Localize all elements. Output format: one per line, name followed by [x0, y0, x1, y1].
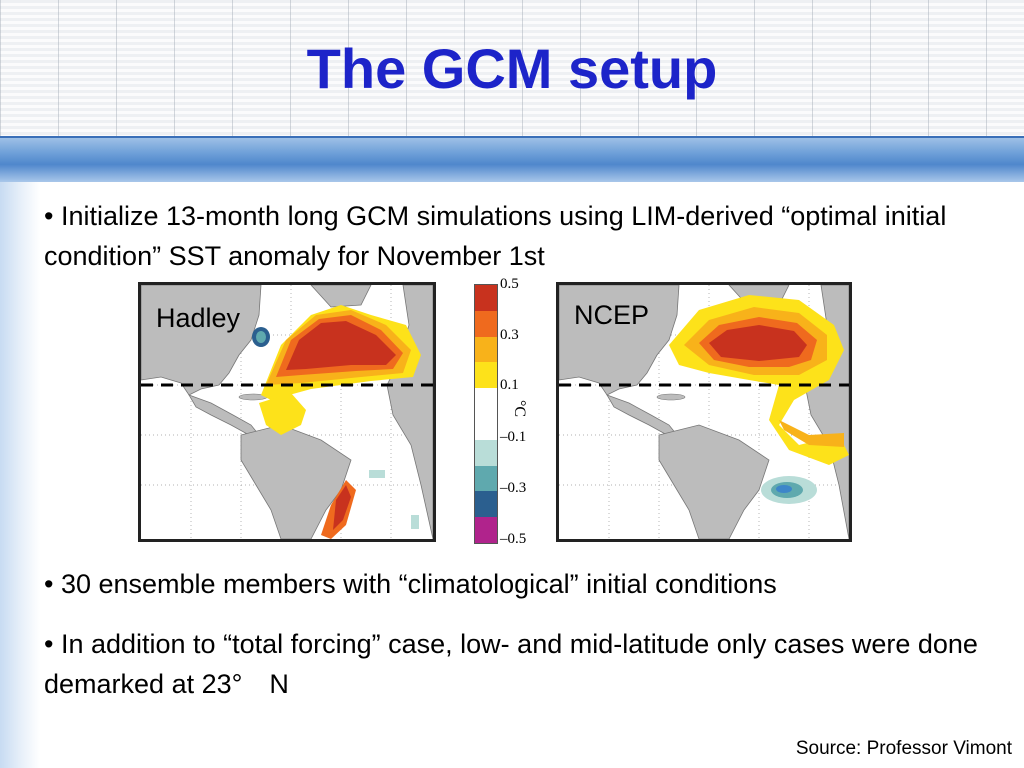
header-divider — [0, 136, 1024, 139]
colorbar-segment — [475, 439, 497, 466]
colorbar-segment — [475, 310, 497, 337]
colorbar-tick: –0.3 — [500, 480, 527, 496]
bullet-initialize: • Initialize 13-month long GCM simulatio… — [44, 201, 947, 271]
colorbar — [474, 284, 498, 544]
colorbar-segment — [475, 465, 497, 492]
slide-title: The GCM setup — [306, 37, 718, 100]
panel-label-ncep: NCEP — [574, 300, 650, 330]
header-stripes — [0, 0, 1024, 138]
map-ncep — [556, 282, 852, 542]
colorbar-segment — [475, 336, 497, 363]
colorbar-segment — [475, 413, 497, 440]
map-hadley-graphic — [141, 285, 433, 539]
colorbar-segment — [475, 388, 497, 414]
header-band — [0, 138, 1024, 182]
colorbar-unit: °C — [511, 400, 528, 418]
colorbar-segment — [475, 491, 497, 518]
colorbar-segment — [475, 362, 497, 389]
colorbar-tick: 0.1 — [500, 377, 519, 393]
panel-label-hadley: Hadley — [156, 303, 241, 333]
bullet-forcing-cases: • In addition to “total forcing” case, l… — [44, 629, 978, 699]
map-hadley — [138, 282, 436, 542]
colorbar-segment — [475, 517, 497, 543]
colorbar-tick: 0.3 — [500, 327, 519, 343]
bullet-ensemble: • 30 ensemble members with “climatologic… — [44, 569, 777, 599]
colorbar-segment — [475, 285, 497, 311]
colorbar-tick: 0.5 — [500, 276, 519, 292]
map-ncep-graphic — [559, 285, 849, 539]
colorbar-tick: –0.1 — [500, 429, 527, 445]
source-credit: Source: Professor Vimont — [795, 738, 1012, 759]
colorbar-tick: –0.5 — [500, 531, 527, 547]
header-background — [0, 0, 1024, 138]
left-glow — [0, 182, 40, 768]
